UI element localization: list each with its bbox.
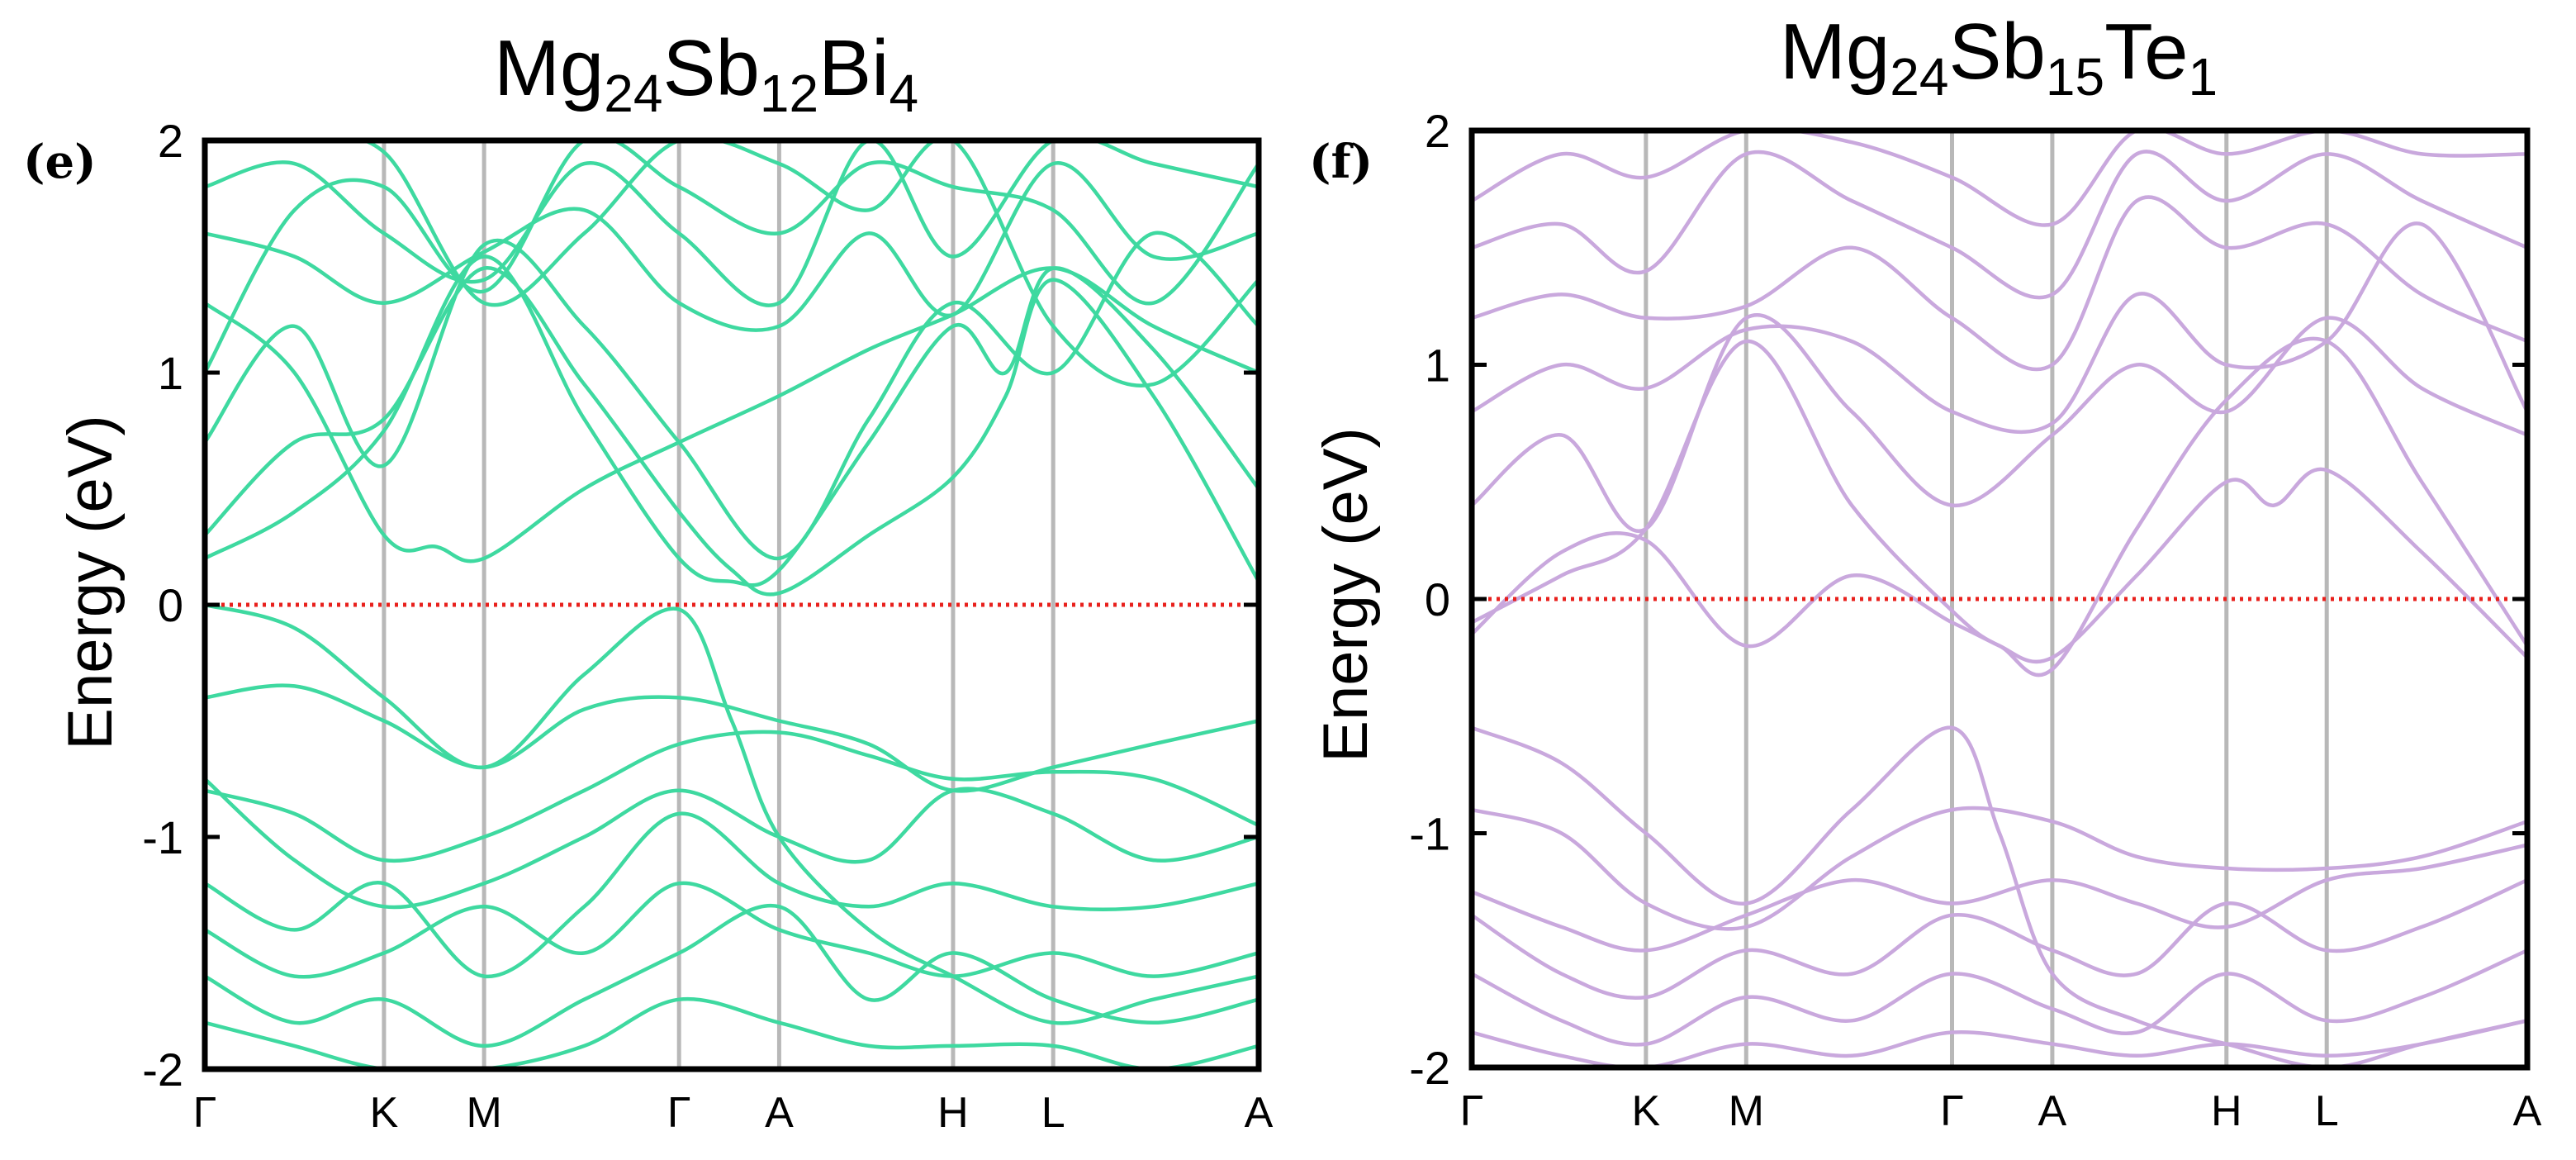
kpoint-label-f-7: A	[2513, 1087, 2542, 1135]
y-tick-label-f-4: -2	[1409, 1042, 1450, 1094]
band-line-f-vb4	[1472, 878, 2527, 1001]
y-tick-label-f-0: 2	[1425, 105, 1450, 157]
band-line-f-vb6	[1472, 1019, 2527, 1067]
kpoint-label-f-5: H	[2211, 1087, 2242, 1135]
band-line-f-vb3	[1472, 843, 2527, 953]
panel-label-e: (e)	[23, 135, 97, 189]
title-f-sb: Sb	[1948, 7, 2045, 96]
band-line-e-vb5	[205, 811, 1259, 978]
band-line-e-cb7	[205, 140, 1259, 374]
title-f-te-sub: 1	[2188, 47, 2218, 107]
title-f-mg: Mg	[1780, 7, 1890, 96]
title-e-mg-sub: 24	[604, 64, 662, 123]
title-f-sb-sub: 15	[2046, 47, 2104, 107]
panel-label-f: (f)	[1309, 135, 1373, 189]
kpoint-label-e-5: H	[937, 1089, 969, 1137]
band-line-e-cb8	[205, 140, 1259, 387]
band-line-f-cb5	[1472, 195, 2527, 372]
kpoint-label-e-1: K	[370, 1089, 399, 1137]
band-line-f-cb3	[1472, 313, 2527, 533]
band-line-e-cb5	[205, 161, 1259, 332]
title-f-mg-sub: 24	[1890, 47, 1948, 107]
y-tick-label-e-2: 0	[158, 579, 183, 631]
band-line-e-vb1	[205, 602, 1259, 1025]
kpoint-label-e-0: Γ	[193, 1089, 217, 1137]
band-line-f-vb5	[1472, 948, 2527, 1047]
band-line-e-vb3	[205, 730, 1259, 863]
kpoint-label-f-0: Γ	[1460, 1087, 1484, 1135]
title-e-sb-sub: 12	[760, 64, 818, 123]
band-line-f-cb4	[1472, 221, 2527, 435]
kpoint-label-f-2: M	[1729, 1087, 1764, 1135]
y-tick-label-e-4: -2	[142, 1044, 183, 1096]
y-axis-label-f: Energy (eV)	[1311, 427, 1381, 763]
band-line-e-cb4	[205, 231, 1259, 561]
band-line-e-cb6	[205, 140, 1259, 307]
title-e-bi-sub: 4	[889, 64, 918, 123]
kpoint-label-e-3: Γ	[667, 1089, 691, 1137]
y-tick-label-f-2: 0	[1425, 573, 1450, 625]
y-tick-label-e-1: 1	[158, 347, 183, 399]
y-tick-label-f-3: -1	[1409, 808, 1450, 860]
y-tick-label-e-0: 2	[158, 115, 183, 167]
plot-area-e: 210-1-2Γ K M Γ A H L A	[142, 115, 1273, 1137]
bands-e	[205, 140, 1259, 1069]
title-e-mg: Mg	[494, 24, 604, 112]
band-line-e-vb8	[205, 996, 1259, 1069]
chart-title-e: Mg24Sb12Bi4	[494, 24, 918, 123]
kpoint-label-e-6: L	[1041, 1089, 1065, 1137]
band-line-e-cb1	[205, 266, 1259, 597]
kpoint-label-e-7: A	[1245, 1089, 1274, 1137]
chart-panel-e: (e) Mg24Sb12Bi4 Energy (eV) 210-1-2Γ K M Γ A…	[23, 24, 1274, 1137]
kpoint-label-e-4: A	[765, 1089, 794, 1137]
kpoint-label-f-1: K	[1632, 1087, 1661, 1135]
chart-title-f: Mg24Sb15Te1	[1780, 7, 2218, 107]
kpoint-label-f-4: A	[2038, 1087, 2067, 1135]
y-tick-label-e-3: -1	[142, 811, 183, 863]
title-e-sb: Sb	[662, 24, 759, 112]
band-line-f-cb6	[1472, 150, 2527, 300]
kpoint-label-e-2: M	[466, 1089, 501, 1137]
kpoint-label-f-3: Γ	[1940, 1087, 1964, 1135]
band-line-e-vb7	[205, 903, 1259, 1048]
y-axis-label-e: Energy (eV)	[55, 415, 126, 750]
y-tick-label-f-1: 1	[1425, 340, 1450, 392]
band-line-f-cb7	[1472, 131, 2527, 227]
chart-panel-f: (f) Mg24Sb15Te1 Energy (eV) 210-1-2Γ K M Γ A…	[1309, 7, 2542, 1135]
band-line-f-cb2	[1472, 336, 2527, 677]
title-e-bi: Bi	[818, 24, 889, 112]
title-f-te: Te	[2104, 7, 2188, 96]
plot-area-f: 210-1-2Γ K M Γ A H L A	[1409, 105, 2541, 1135]
band-line-e-vb6	[205, 881, 1259, 979]
kpoint-label-f-6: L	[2315, 1087, 2339, 1135]
band-line-e-vb4	[205, 777, 1259, 910]
band-line-e-vb2	[205, 683, 1259, 793]
band-line-f-vb2	[1472, 806, 2527, 931]
